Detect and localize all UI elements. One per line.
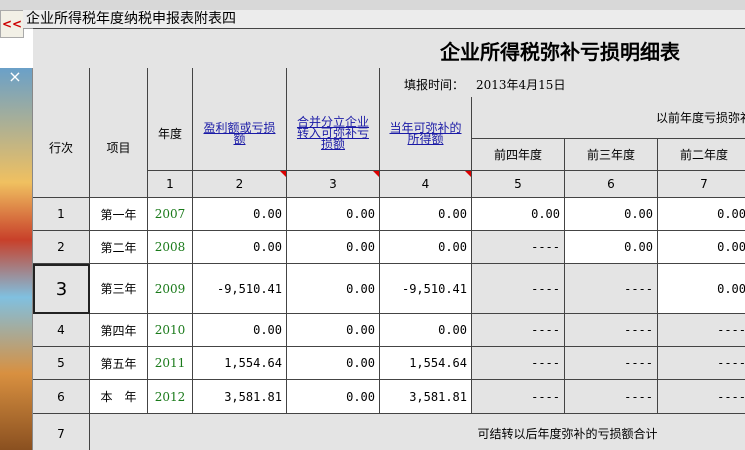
table-cell: 0.00 [287, 231, 380, 264]
table-cell: 1,554.64 [193, 347, 287, 380]
table-cell: -9,510.41 [380, 264, 472, 314]
row-number: 5 [33, 347, 90, 380]
form-gap [33, 68, 90, 98]
table-cell: 第五年 [90, 347, 148, 380]
popup-close[interactable]: × [8, 67, 22, 86]
header-cell: 前二年度 [658, 139, 745, 171]
year-cell: 2009 [148, 264, 193, 314]
col-number: 4 [380, 171, 472, 198]
table-cell: ---- [565, 314, 658, 347]
header-cell: 行次 [33, 97, 90, 198]
year-cell: 2010 [148, 314, 193, 347]
table-cell: ---- [565, 380, 658, 414]
table-cell: 0.00 [287, 314, 380, 347]
table-cell: 第二年 [90, 231, 148, 264]
form-title: 企业所得税弥补亏损明细表 [440, 40, 680, 64]
year-cell: 2008 [148, 231, 193, 264]
header-cell: 以前年度亏损弥补额 [472, 97, 745, 139]
table-cell: 0.00 [193, 314, 287, 347]
col-number: 3 [287, 171, 380, 198]
col-number: 2 [193, 171, 287, 198]
form-gap [90, 68, 148, 98]
top-strip [0, 0, 745, 10]
date-label: 填报时间： [404, 78, 465, 92]
table-cell: 3,581.81 [193, 380, 287, 414]
table-cell: 第一年 [90, 198, 148, 231]
table-cell: 1,554.64 [380, 347, 472, 380]
table-cell: ---- [658, 380, 745, 414]
year-cell: 2012 [148, 380, 193, 414]
table-cell: 0.00 [380, 231, 472, 264]
header-link[interactable]: 盈利额或亏损额 [203, 120, 276, 146]
header-link[interactable]: 当年可弥补的所得额 [389, 120, 462, 146]
table-cell: 0.00 [193, 231, 287, 264]
year-cell: 2007 [148, 198, 193, 231]
header-cell: 年度 [148, 97, 193, 171]
header-cell: 项目 [90, 97, 148, 198]
table-cell: 0.00 [658, 264, 745, 314]
col-number: 5 [472, 171, 565, 198]
table-cell: 0.00 [287, 264, 380, 314]
row-number: 3 [33, 264, 90, 314]
row-number: 6 [33, 380, 90, 414]
header-link[interactable]: 合并分立企业转入可弥补亏损额 [296, 115, 369, 151]
table-cell: ---- [658, 347, 745, 380]
table-cell: 0.00 [287, 347, 380, 380]
note-marker [373, 171, 379, 177]
date-value: 2013年4月15日 [476, 78, 566, 92]
table-cell: ---- [565, 264, 658, 314]
row-number: 4 [33, 314, 90, 347]
table-cell: 0.00 [565, 231, 658, 264]
note-marker [465, 171, 471, 177]
table-cell: -9,510.41 [193, 264, 287, 314]
form-gap [148, 68, 193, 98]
popup [0, 68, 33, 450]
table-cell: ---- [472, 314, 565, 347]
table-cell: 0.00 [287, 380, 380, 414]
header-cell: 合并分立企业转入可弥补亏损额 [287, 97, 380, 171]
table-cell: 3,581.81 [380, 380, 472, 414]
header-cell: 前四年度 [472, 139, 565, 171]
table-cell: ---- [658, 314, 745, 347]
col-number: 6 [565, 171, 658, 198]
row-number: 7 [33, 414, 90, 450]
header-cell: 前三年度 [565, 139, 658, 171]
table-cell: 可结转以后年度弥补的亏损额合计 [90, 414, 745, 450]
collapse-button[interactable]: << [0, 10, 24, 38]
table-cell: ---- [472, 231, 565, 264]
page-title: 企业所得税年度纳税申报表附表四 [23, 10, 745, 29]
table-cell: 0.00 [380, 198, 472, 231]
form-gap [287, 68, 380, 98]
table-cell: 0.00 [380, 314, 472, 347]
table-cell: ---- [565, 347, 658, 380]
table-cell: 0.00 [472, 198, 565, 231]
col-number: 1 [148, 171, 193, 198]
year-cell: 2011 [148, 347, 193, 380]
table-cell: 第三年 [90, 264, 148, 314]
table-cell: 第四年 [90, 314, 148, 347]
form-gap [193, 68, 287, 98]
row-number: 1 [33, 198, 90, 231]
table-cell: 本 年 [90, 380, 148, 414]
table-cell: ---- [472, 347, 565, 380]
note-marker [280, 171, 286, 177]
table-cell: 0.00 [193, 198, 287, 231]
row-number: 2 [33, 231, 90, 264]
header-cell: 盈利额或亏损额 [193, 97, 287, 171]
table-cell: 0.00 [658, 198, 745, 231]
header-cell: 当年可弥补的所得额 [380, 97, 472, 171]
table-cell: 0.00 [565, 198, 658, 231]
table-cell: 0.00 [658, 231, 745, 264]
table-cell: 0.00 [287, 198, 380, 231]
table-cell: ---- [472, 264, 565, 314]
table-cell: ---- [472, 380, 565, 414]
col-number: 7 [658, 171, 745, 198]
